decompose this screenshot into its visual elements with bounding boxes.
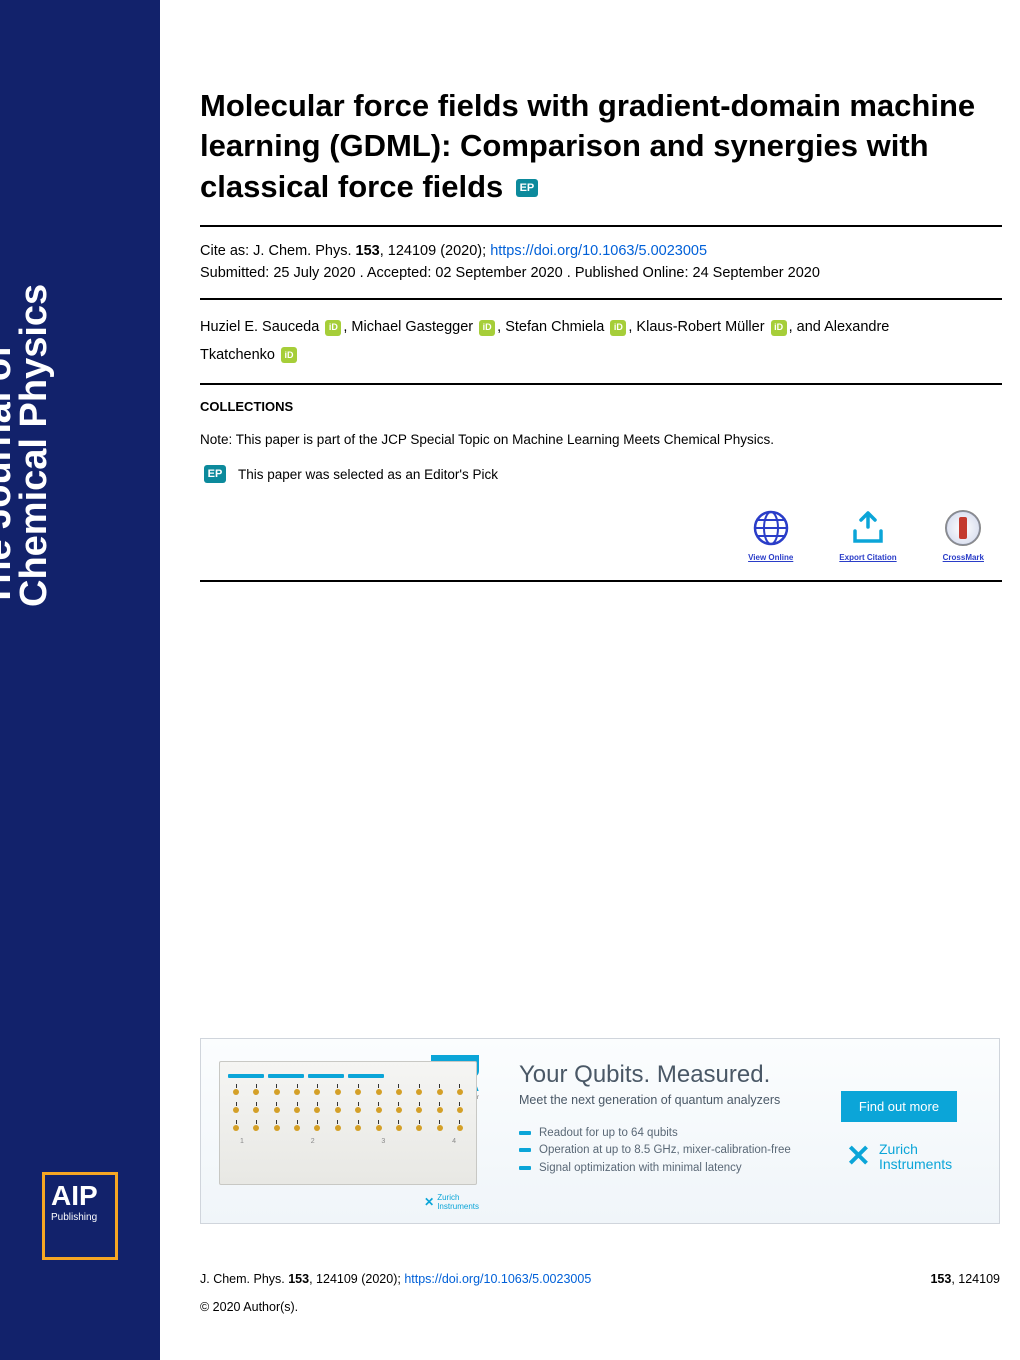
ad-feature-3: Signal optimization with minimal latency bbox=[519, 1160, 809, 1177]
rule-4 bbox=[200, 580, 1002, 582]
journal-title: The Journal of Chemical Physics bbox=[0, 87, 53, 607]
ad-subline: Meet the next generation of quantum anal… bbox=[519, 1093, 809, 1107]
author-1[interactable]: Huziel E. Sauceda bbox=[200, 319, 319, 335]
zurich-small-logo: ✕ZurichInstruments bbox=[424, 1193, 479, 1211]
crossmark-icon bbox=[944, 509, 982, 547]
article-title-text: Molecular force fields with gradient-dom… bbox=[200, 88, 975, 204]
author-5-prefix: and Alexandre bbox=[797, 319, 890, 335]
footer-citation: J. Chem. Phys. 153, 124109 (2020); https… bbox=[200, 1272, 591, 1286]
footer-right-vol: 153 bbox=[930, 1272, 951, 1286]
ad-features-list: Readout for up to 64 qubits Operation at… bbox=[519, 1125, 809, 1177]
zurich-line1: Zurich bbox=[879, 1142, 952, 1157]
cite-volume: 153 bbox=[356, 243, 380, 259]
globe-icon bbox=[752, 509, 790, 547]
ad-device-image: New SHFQA Quantum Analyzer8.5 GHz 1234 ✕… bbox=[201, 1039, 497, 1223]
publisher-logo[interactable]: AIP Publishing bbox=[42, 1172, 118, 1260]
ad-feature-2: Operation at up to 8.5 GHz, mixer-calibr… bbox=[519, 1142, 809, 1159]
author-3[interactable]: Stefan Chmiela bbox=[505, 319, 604, 335]
zurich-logo-text: Zurich Instruments bbox=[879, 1142, 952, 1173]
zurich-logo: ✕ Zurich Instruments bbox=[846, 1142, 952, 1173]
rule-3 bbox=[200, 383, 1002, 385]
footer-doi-link[interactable]: https://doi.org/10.1063/5.0023005 bbox=[404, 1272, 591, 1286]
footer-journal: J. Chem. Phys. bbox=[200, 1272, 288, 1286]
footer-right: 153, 124109 bbox=[930, 1272, 1000, 1286]
export-icon bbox=[849, 509, 887, 547]
collections-note: Note: This paper is part of the JCP Spec… bbox=[200, 432, 1002, 447]
sidebar: The Journal of Chemical Physics AIP Publ… bbox=[0, 0, 160, 1360]
author-2[interactable]: Michael Gastegger bbox=[351, 319, 473, 335]
publisher-sub: Publishing bbox=[45, 1210, 115, 1225]
editors-pick-line: EP This paper was selected as an Editor'… bbox=[200, 465, 1002, 483]
editors-pick-badge-icon: EP bbox=[516, 179, 538, 197]
footer-right-art: , 124109 bbox=[951, 1272, 1000, 1286]
article-content: Molecular force fields with gradient-dom… bbox=[200, 86, 1002, 596]
rule-2 bbox=[200, 298, 1002, 300]
doi-link[interactable]: https://doi.org/10.1063/5.0023005 bbox=[490, 243, 707, 259]
footer-vol: 153 bbox=[288, 1272, 309, 1286]
cite-prefix: Cite as: J. Chem. Phys. bbox=[200, 243, 356, 259]
view-online-label: View Online bbox=[748, 553, 793, 562]
article-title: Molecular force fields with gradient-dom… bbox=[200, 86, 1002, 207]
orcid-icon[interactable]: iD bbox=[771, 320, 787, 336]
cite-dates: Submitted: 25 July 2020 . Accepted: 02 S… bbox=[200, 265, 820, 281]
cite-article-no: , 124109 (2020); bbox=[380, 243, 490, 259]
action-bar: View Online Export Citation CrossMark bbox=[200, 509, 1002, 562]
footer-art-no: , 124109 (2020); bbox=[309, 1272, 404, 1286]
view-online-button[interactable]: View Online bbox=[748, 509, 793, 562]
orcid-icon[interactable]: iD bbox=[325, 320, 341, 336]
ad-content: Your Qubits. Measured. Meet the next gen… bbox=[497, 1039, 821, 1223]
zurich-line2: Instruments bbox=[879, 1157, 952, 1172]
footer-copyright: © 2020 Author(s). bbox=[200, 1300, 1000, 1314]
find-out-more-button[interactable]: Find out more bbox=[841, 1091, 957, 1122]
ad-feature-1: Readout for up to 64 qubits bbox=[519, 1125, 809, 1142]
ep-badge-small-icon: EP bbox=[204, 465, 226, 483]
publisher-name: AIP bbox=[45, 1175, 115, 1210]
zurich-x-icon: ✕ bbox=[846, 1145, 871, 1169]
advertisement-banner[interactable]: New SHFQA Quantum Analyzer8.5 GHz 1234 ✕… bbox=[200, 1038, 1000, 1224]
footer: J. Chem. Phys. 153, 124109 (2020); https… bbox=[200, 1272, 1000, 1314]
citation-block: Cite as: J. Chem. Phys. 153, 124109 (202… bbox=[200, 241, 1002, 285]
journal-title-line2: Chemical Physics bbox=[15, 87, 53, 607]
orcid-icon[interactable]: iD bbox=[610, 320, 626, 336]
export-citation-label: Export Citation bbox=[839, 553, 896, 562]
orcid-icon[interactable]: iD bbox=[281, 347, 297, 363]
orcid-icon[interactable]: iD bbox=[479, 320, 495, 336]
device-illustration: 1234 bbox=[219, 1061, 477, 1185]
ad-headline: Your Qubits. Measured. bbox=[519, 1061, 809, 1089]
ad-cta-area: Find out more ✕ Zurich Instruments bbox=[821, 1039, 999, 1223]
rule-1 bbox=[200, 225, 1002, 227]
author-5-last[interactable]: Tkatchenko bbox=[200, 347, 275, 363]
editors-pick-text: This paper was selected as an Editor's P… bbox=[238, 467, 498, 482]
crossmark-label: CrossMark bbox=[943, 553, 984, 562]
footer-top-row: J. Chem. Phys. 153, 124109 (2020); https… bbox=[200, 1272, 1000, 1286]
authors-block: Huziel E. Sauceda iD, Michael Gastegger … bbox=[200, 314, 1002, 369]
crossmark-button[interactable]: CrossMark bbox=[943, 509, 984, 562]
collections-heading: COLLECTIONS bbox=[200, 399, 1002, 414]
export-citation-button[interactable]: Export Citation bbox=[839, 509, 896, 562]
author-4[interactable]: Klaus-Robert Müller bbox=[636, 319, 764, 335]
